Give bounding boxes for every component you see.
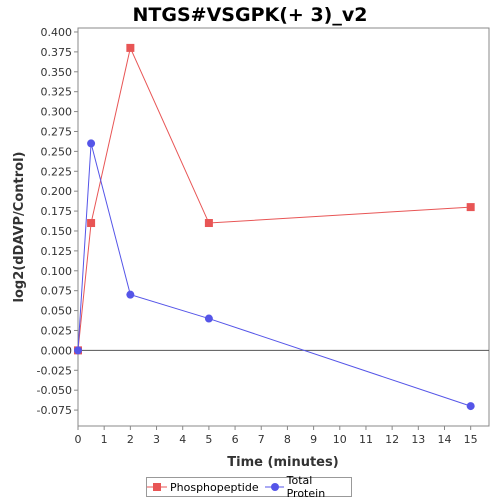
y-tick-label: 0.200 <box>41 185 73 198</box>
data-point-phosphopeptide <box>87 219 96 228</box>
x-tick-label: 13 <box>411 433 425 446</box>
y-tick-label: 0.375 <box>41 46 73 59</box>
legend: Phosphopeptide Total Protein <box>146 474 352 500</box>
y-tick-label: 0.125 <box>41 245 73 258</box>
data-point-total-protein <box>74 346 82 355</box>
data-point-phosphopeptide <box>204 219 213 228</box>
y-tick-label: 0.325 <box>41 86 73 99</box>
data-point-total-protein <box>87 139 96 148</box>
legend-item-total-protein: Total Protein <box>264 474 351 500</box>
x-tick-label: 11 <box>359 433 373 446</box>
plot-area <box>77 27 490 427</box>
legend-item-phosphopeptide: Phosphopeptide <box>147 481 259 494</box>
y-tick-label: 0.350 <box>41 66 73 79</box>
y-tick-label: 0.275 <box>41 125 73 138</box>
x-tick-label: 8 <box>284 433 291 446</box>
legend-label: Phosphopeptide <box>170 480 259 494</box>
legend-label: Total Protein <box>286 474 326 500</box>
y-tick-label: 0.100 <box>41 265 73 278</box>
data-point-phosphopeptide <box>126 43 135 52</box>
y-tick-label: 0.050 <box>41 305 73 318</box>
y-tick-label: 0.225 <box>41 165 73 178</box>
y-tick-label: -0.075 <box>37 404 72 417</box>
chart-title: NTGS#VSGPK(+ 3)_v2 <box>132 4 368 26</box>
y-tick-label: 0.025 <box>41 324 73 337</box>
x-tick-label: 15 <box>464 433 478 446</box>
y-axis-title: log2(dDAVP/Control) <box>12 152 27 303</box>
y-tick-label: 0.075 <box>41 285 73 298</box>
data-point-phosphopeptide <box>466 203 475 212</box>
x-axis: 0 1 2 3 4 5 6 7 8 9 10 11 12 13 14 15 <box>75 426 478 446</box>
x-tick-label: 12 <box>385 433 399 446</box>
square-marker-icon <box>147 483 167 491</box>
x-tick-label: 0 <box>75 433 82 446</box>
x-tick-label: 9 <box>310 433 317 446</box>
x-tick-label: 3 <box>153 433 160 446</box>
data-point-total-protein <box>204 314 213 323</box>
y-axis: -0.075 -0.050 -0.025 0.000 0.025 0.050 0.075 0.… <box>37 26 78 417</box>
y-tick-label: 0.000 <box>41 344 73 357</box>
y-tick-label: 0.175 <box>41 205 73 218</box>
data-point-total-protein <box>126 290 135 299</box>
y-tick-label: 0.150 <box>41 225 73 238</box>
x-tick-label: 6 <box>232 433 239 446</box>
y-tick-label: -0.025 <box>37 364 72 377</box>
x-tick-label: 5 <box>205 433 212 446</box>
x-tick-label: 7 <box>258 433 265 446</box>
series-layer <box>74 43 475 411</box>
circle-marker-icon <box>264 483 284 491</box>
x-tick-label: 2 <box>127 433 134 446</box>
x-tick-label: 4 <box>179 433 186 446</box>
data-point-total-protein <box>466 402 475 411</box>
y-tick-label: 0.400 <box>41 26 73 39</box>
x-tick-label: 1 <box>101 433 108 446</box>
y-tick-label: 0.300 <box>41 106 73 119</box>
y-tick-label: 0.250 <box>41 145 73 158</box>
y-tick-label: -0.050 <box>37 384 72 397</box>
x-tick-label: 14 <box>437 433 451 446</box>
x-axis-title: Time (minutes) <box>227 455 338 470</box>
x-tick-label: 10 <box>333 433 347 446</box>
